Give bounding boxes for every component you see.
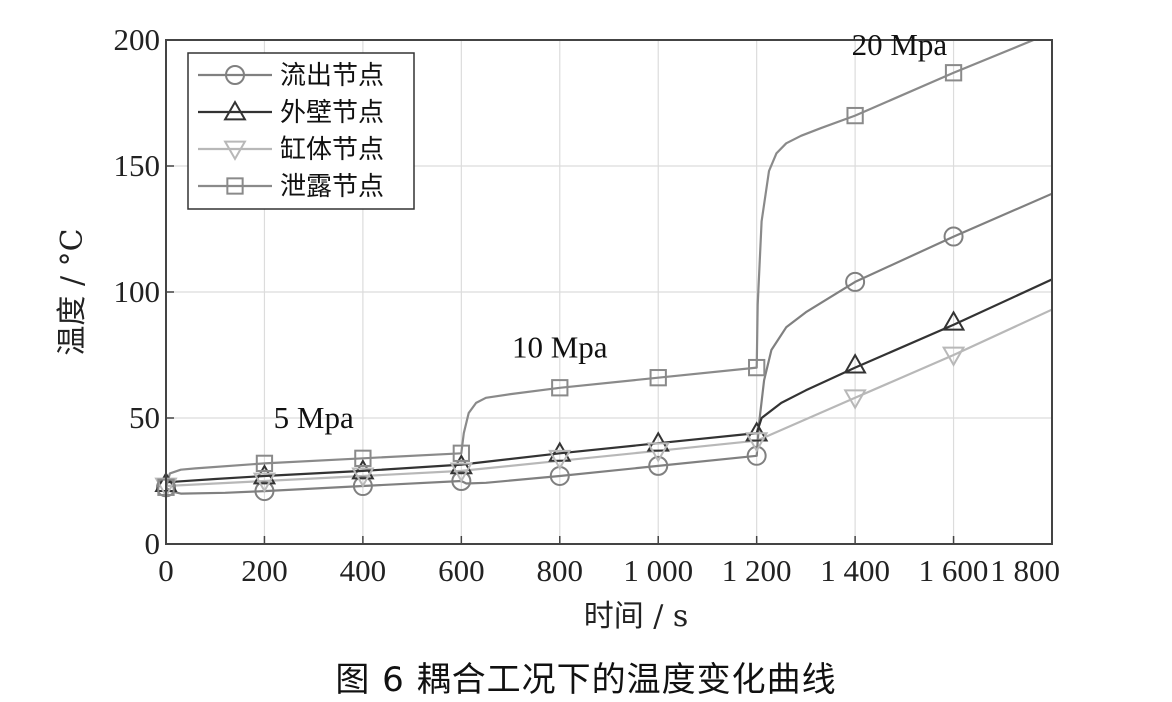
series-4-point [846,106,864,125]
x-tick-label: 1 000 [623,553,693,588]
series-3-point [252,472,277,493]
y-axis-title: 温度 / °C [55,228,90,355]
legend-label: 外壁节点 [280,98,384,128]
series-line-4 [166,40,1037,488]
series-1-point [746,445,767,466]
series-3-point [745,432,769,453]
figure-caption: 图 6 耦合工况下的温度变化曲线 [335,660,837,700]
series-3-point [941,346,966,367]
series-2-point [252,464,277,485]
series-2-point [646,431,670,452]
y-tick-label: 100 [114,274,161,309]
series-2-point [351,459,375,480]
x-tick-label: 1 200 [722,553,792,588]
legend-box [187,52,415,210]
y-tick-label: 50 [129,400,160,435]
series-1-point [648,455,669,476]
series-2-point [449,453,473,475]
series-4-point [944,64,963,82]
series-4-point [748,358,766,377]
series-3-point [351,467,375,488]
legend-marker [223,140,247,161]
series-2-point [843,353,867,374]
series-1-point [352,476,373,497]
legend-label: 流出节点 [280,61,384,91]
series-4-point [551,379,569,397]
series-3-point [548,449,572,471]
pressure-annotation: 10 Mpa [512,329,608,364]
series-2-point [745,421,769,442]
chart: 0 200 400 600 800 1 000 1 200 1 400 1 600 1 800 0 5… [55,22,1061,634]
series-1-point [254,481,275,502]
series-4-point [354,449,372,467]
x-tick-label: 1 800 [990,553,1060,588]
pressure-annotation: 5 Mpa [274,400,354,435]
series-1-point [943,226,964,247]
legend-marker [226,177,244,195]
pressure-annotations: 5 Mpa 10 Mpa 20 Mpa [274,27,948,435]
legend-marker [225,65,245,85]
series-4-point [649,369,667,387]
series-1-point [451,471,472,491]
series-3-point [646,442,670,463]
series-2-point [941,310,966,331]
legend-marker [223,100,247,121]
series-lines [166,40,1052,495]
legend-label: 泄露节点 [280,172,384,202]
x-tick-label: 600 [438,553,485,588]
x-tick-label: 1 600 [919,553,989,588]
series-line-3 [166,308,1052,488]
x-tick-label: 800 [537,553,584,588]
axis-ticks: 0 200 400 600 800 1 000 1 200 1 400 1 600 1 800 0 5… [114,22,1061,588]
pressure-annotation: 20 Mpa [852,27,948,62]
series-line-1 [166,192,1052,495]
y-tick-label: 200 [114,22,161,57]
x-tick-label: 1 400 [820,553,890,588]
y-tick-label: 150 [114,148,161,183]
x-axis-title: 时间 / s [584,599,689,634]
series-4-point [255,454,274,473]
series-4-point [452,444,470,462]
y-tick-label: 0 [145,526,161,561]
legend-label: 缸体节点 [280,135,384,165]
series-2-point [548,441,572,462]
x-tick-label: 200 [241,553,288,588]
series-3-point [449,462,473,483]
x-tick-label: 0 [158,553,174,588]
series-1-point [845,271,866,292]
series-3-point [843,389,867,410]
x-tick-label: 400 [340,553,387,588]
